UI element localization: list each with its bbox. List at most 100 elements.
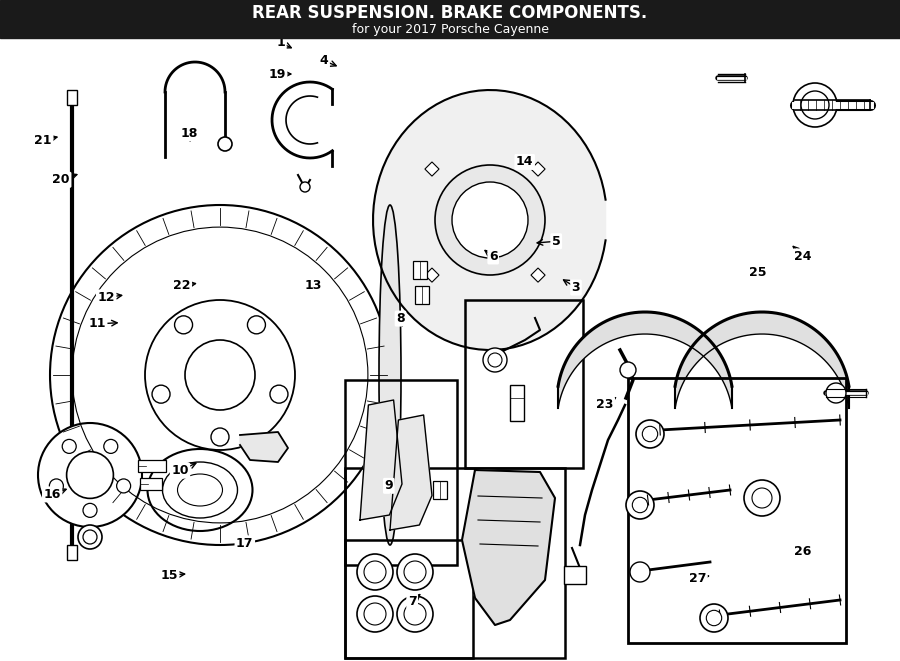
Circle shape <box>397 596 433 632</box>
Circle shape <box>364 561 386 583</box>
Circle shape <box>50 479 63 493</box>
Text: 11: 11 <box>88 317 106 330</box>
Circle shape <box>435 165 545 275</box>
Text: 1: 1 <box>276 36 285 50</box>
Circle shape <box>488 353 502 367</box>
Circle shape <box>248 316 266 334</box>
Circle shape <box>104 440 118 453</box>
Text: 18: 18 <box>180 127 198 140</box>
Circle shape <box>636 420 664 448</box>
Polygon shape <box>390 415 432 530</box>
Bar <box>345 468 565 658</box>
Bar <box>425 162 439 176</box>
Text: 17: 17 <box>236 537 254 550</box>
Circle shape <box>67 451 113 498</box>
Bar <box>433 481 447 499</box>
Circle shape <box>633 497 648 513</box>
Circle shape <box>152 385 170 403</box>
Circle shape <box>83 504 97 518</box>
Text: 14: 14 <box>516 155 534 169</box>
Circle shape <box>397 554 433 590</box>
Bar <box>531 268 545 282</box>
Circle shape <box>62 440 77 453</box>
Bar <box>0 0 900 38</box>
Bar <box>67 545 77 560</box>
Circle shape <box>218 137 232 151</box>
Ellipse shape <box>163 462 238 518</box>
Text: 3: 3 <box>572 281 580 294</box>
Text: 2: 2 <box>444 25 453 38</box>
Circle shape <box>744 480 780 516</box>
Circle shape <box>270 385 288 403</box>
Circle shape <box>83 530 97 544</box>
Text: 25: 25 <box>749 266 767 279</box>
Bar <box>465 300 583 468</box>
Circle shape <box>706 610 722 626</box>
Circle shape <box>626 491 654 519</box>
Circle shape <box>185 340 255 410</box>
Circle shape <box>793 83 837 127</box>
Circle shape <box>357 554 393 590</box>
Circle shape <box>38 423 142 527</box>
Text: 20: 20 <box>52 173 70 186</box>
Circle shape <box>483 348 507 372</box>
Circle shape <box>700 604 728 632</box>
Bar <box>67 90 77 105</box>
Circle shape <box>300 182 310 192</box>
Bar <box>564 566 586 584</box>
Text: REAR SUSPENSION. BRAKE COMPONENTS.: REAR SUSPENSION. BRAKE COMPONENTS. <box>252 4 648 22</box>
Bar <box>425 268 439 282</box>
Polygon shape <box>360 400 402 520</box>
Polygon shape <box>462 470 555 625</box>
Circle shape <box>404 561 426 583</box>
Text: 5: 5 <box>552 235 561 248</box>
Bar <box>140 478 162 490</box>
Circle shape <box>630 562 650 582</box>
Text: 22: 22 <box>173 279 191 292</box>
Text: 12: 12 <box>97 291 115 304</box>
Text: for your 2017 Porsche Cayenne: for your 2017 Porsche Cayenne <box>352 22 548 36</box>
Circle shape <box>117 479 130 493</box>
Polygon shape <box>240 432 288 462</box>
Text: 4: 4 <box>320 54 328 67</box>
Circle shape <box>752 488 772 508</box>
Circle shape <box>78 525 102 549</box>
Text: 23: 23 <box>596 398 614 411</box>
Bar <box>628 378 846 643</box>
Text: 16: 16 <box>43 488 61 501</box>
Text: 6: 6 <box>489 250 498 263</box>
Bar <box>413 261 427 279</box>
Text: 10: 10 <box>171 464 189 477</box>
Polygon shape <box>374 90 606 350</box>
Circle shape <box>826 383 846 403</box>
Ellipse shape <box>379 205 401 545</box>
Text: 27: 27 <box>688 572 706 585</box>
Text: 9: 9 <box>384 479 393 492</box>
Circle shape <box>50 205 390 545</box>
Circle shape <box>145 300 295 450</box>
Circle shape <box>404 603 426 625</box>
Bar <box>345 380 457 565</box>
Text: 15: 15 <box>160 568 178 582</box>
Circle shape <box>357 596 393 632</box>
Circle shape <box>364 603 386 625</box>
Circle shape <box>211 428 229 446</box>
Text: 26: 26 <box>794 545 812 559</box>
Ellipse shape <box>148 449 253 531</box>
Bar <box>415 286 429 304</box>
Bar <box>138 460 166 472</box>
Text: 24: 24 <box>794 250 812 263</box>
Circle shape <box>175 316 193 334</box>
Circle shape <box>643 426 658 442</box>
Circle shape <box>620 362 636 378</box>
Text: 13: 13 <box>304 279 322 292</box>
Text: 21: 21 <box>34 134 52 147</box>
Text: 19: 19 <box>268 67 286 81</box>
Bar <box>345 540 473 658</box>
Circle shape <box>452 182 528 258</box>
Bar <box>510 385 524 421</box>
Text: 7: 7 <box>408 595 417 608</box>
Text: 8: 8 <box>396 312 405 325</box>
Circle shape <box>801 91 829 119</box>
Ellipse shape <box>177 474 222 506</box>
